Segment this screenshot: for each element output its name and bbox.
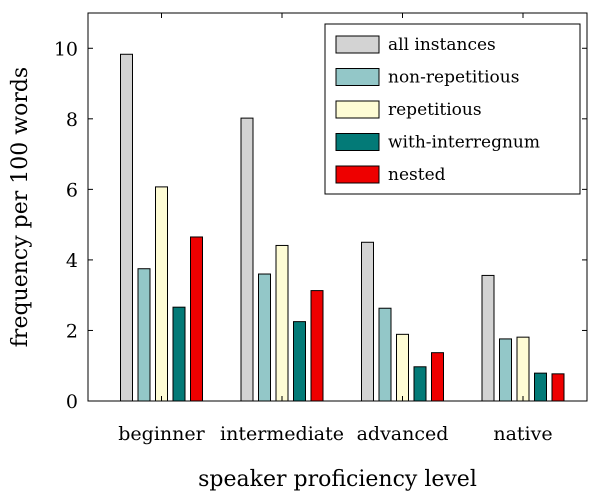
x-axis: beginner intermediate advanced native	[118, 13, 553, 445]
y-tick-label: 4	[66, 250, 78, 272]
bar-all-instances-beginner	[120, 53, 133, 402]
legend-swatch	[335, 165, 380, 184]
bar-all-instances-native	[481, 274, 495, 402]
legend-label: with-interregnum	[388, 133, 540, 153]
x-tick-label: beginner	[118, 423, 205, 445]
y-tick-label: 10	[54, 38, 78, 60]
legend-label: non-repetitious	[388, 68, 519, 88]
bar-non-repetitious-advanced	[378, 307, 392, 402]
legend-swatch	[335, 35, 380, 54]
y-tick-label: 2	[66, 320, 78, 342]
plot-frame	[87, 12, 588, 402]
y-axis-title: frequency per 100 words	[8, 67, 33, 347]
bar-all-instances-intermediate	[240, 117, 254, 402]
x-tick-label: native	[493, 423, 552, 445]
y-axis: 0 2 4 6 8 10	[54, 38, 587, 413]
bar-nested-intermediate	[310, 290, 324, 402]
bar-with-interregnum-intermediate	[293, 321, 306, 402]
bar-repetitious-native	[516, 336, 530, 402]
x-axis-title: speaker proficiency level	[198, 467, 477, 492]
x-tick-label: advanced	[357, 423, 449, 445]
bar-with-interregnum-advanced	[413, 366, 427, 402]
x-tick-label: intermediate	[220, 423, 344, 445]
bar-non-repetitious-beginner	[137, 268, 151, 402]
bar-with-interregnum-beginner	[172, 306, 186, 402]
legend-label: all instances	[388, 35, 496, 55]
plot-area	[120, 53, 565, 402]
y-tick-label: 6	[66, 179, 78, 201]
bar-with-interregnum-native	[534, 372, 547, 402]
bar-non-repetitious-intermediate	[258, 273, 271, 402]
bar-repetitious-beginner	[155, 186, 168, 402]
legend-label: repetitious	[388, 100, 482, 120]
bar-non-repetitious-native	[499, 338, 512, 402]
legend-label: nested	[388, 165, 446, 185]
legend-swatch	[335, 68, 380, 86]
bar-repetitious-intermediate	[275, 244, 289, 402]
legend-swatch	[335, 133, 380, 151]
bar-nested-native	[551, 373, 565, 402]
bar-repetitious-advanced	[396, 333, 409, 402]
y-tick-label: 8	[66, 109, 78, 131]
legend: all instances non-repetitious repetitious w…	[324, 23, 581, 195]
y-tick-label: 0	[66, 391, 78, 413]
bar-nested-beginner	[190, 236, 203, 402]
legend-swatch	[335, 100, 380, 119]
bar-all-instances-advanced	[361, 241, 374, 402]
bar-nested-advanced	[431, 352, 444, 402]
